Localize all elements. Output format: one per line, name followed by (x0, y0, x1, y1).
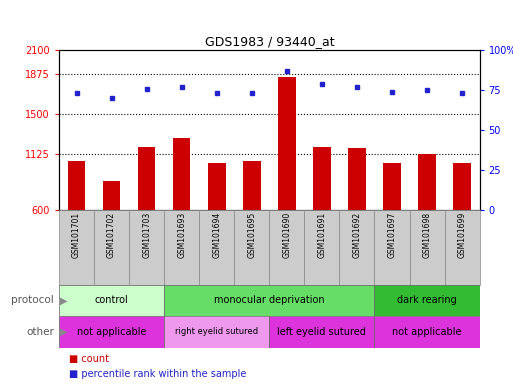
Bar (164, 285, 374, 316)
Text: GSM101691: GSM101691 (318, 212, 326, 258)
Text: ▶: ▶ (60, 327, 68, 337)
Bar (313, 147, 331, 210)
Bar (278, 77, 295, 210)
Text: GSM101703: GSM101703 (142, 212, 151, 258)
Text: monocular deprivation: monocular deprivation (214, 295, 325, 305)
Bar (103, 181, 121, 210)
Bar (59, 285, 164, 316)
Text: other: other (26, 327, 54, 337)
Bar (445, 210, 480, 285)
Text: GSM101701: GSM101701 (72, 212, 81, 258)
Text: not applicable: not applicable (77, 327, 146, 337)
Text: GSM101697: GSM101697 (387, 212, 397, 258)
Bar (164, 210, 199, 285)
Text: GSM101694: GSM101694 (212, 212, 221, 258)
Text: ■ count: ■ count (69, 354, 109, 364)
Text: GSM101698: GSM101698 (423, 212, 431, 258)
Text: GSM101695: GSM101695 (247, 212, 256, 258)
Bar (374, 285, 480, 316)
Text: left eyelid sutured: left eyelid sutured (278, 327, 366, 337)
Bar (269, 210, 304, 285)
Bar (374, 210, 409, 285)
Bar (164, 316, 269, 348)
Bar (129, 210, 164, 285)
Bar (199, 210, 234, 285)
Bar (234, 210, 269, 285)
Bar (68, 161, 85, 210)
Bar (243, 161, 261, 210)
Bar (409, 210, 445, 285)
Bar (453, 163, 471, 210)
Bar (418, 154, 436, 210)
Text: GSM101692: GSM101692 (352, 212, 362, 258)
Bar (59, 210, 94, 285)
Text: control: control (95, 295, 128, 305)
Text: right eyelid sutured: right eyelid sutured (175, 327, 259, 336)
Text: not applicable: not applicable (392, 327, 462, 337)
Bar (59, 316, 164, 348)
Text: GSM101699: GSM101699 (458, 212, 467, 258)
Bar (94, 210, 129, 285)
Title: GDS1983 / 93440_at: GDS1983 / 93440_at (205, 35, 334, 48)
Bar (173, 139, 190, 210)
Bar (348, 148, 366, 210)
Bar (340, 210, 374, 285)
Text: dark rearing: dark rearing (397, 295, 457, 305)
Bar (304, 210, 340, 285)
Bar (208, 163, 226, 210)
Text: GSM101693: GSM101693 (177, 212, 186, 258)
Bar (269, 316, 374, 348)
Bar (138, 147, 155, 210)
Text: GSM101690: GSM101690 (282, 212, 291, 258)
Text: ■ percentile rank within the sample: ■ percentile rank within the sample (69, 369, 247, 379)
Bar (374, 316, 480, 348)
Text: ▶: ▶ (60, 295, 68, 305)
Text: protocol: protocol (11, 295, 54, 305)
Text: GSM101702: GSM101702 (107, 212, 116, 258)
Bar (383, 163, 401, 210)
